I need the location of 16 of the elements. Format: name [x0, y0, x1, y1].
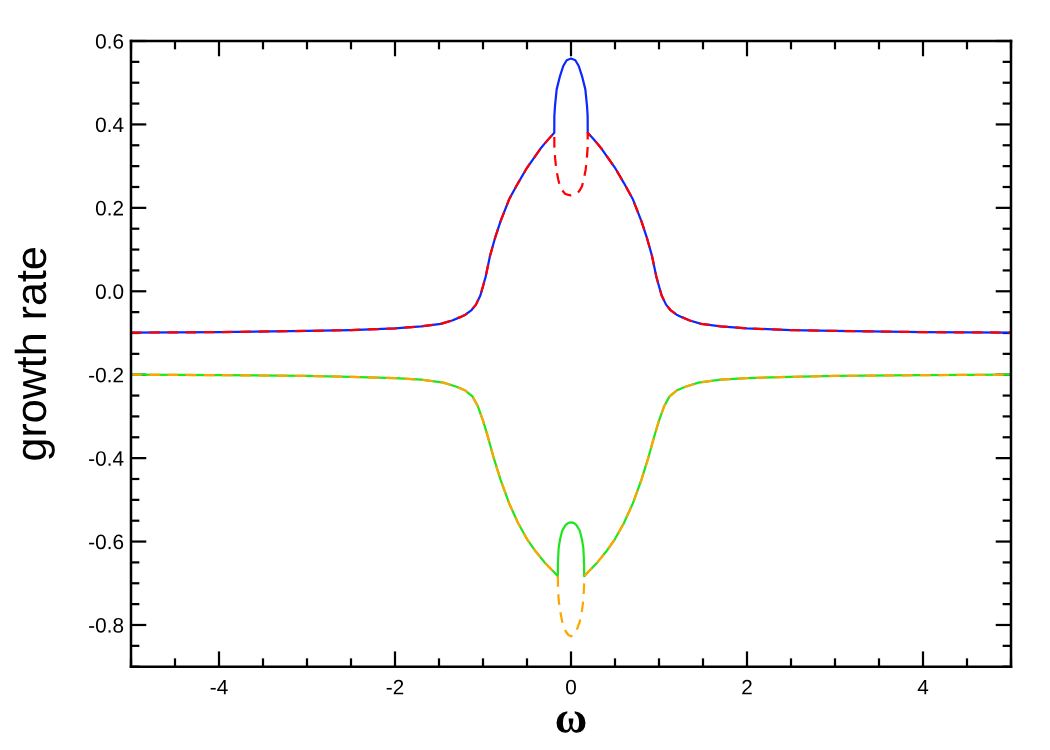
- x-tick-label: -2: [386, 679, 404, 695]
- x-tick-label: -4: [210, 679, 228, 695]
- x-tick-label: 4: [917, 679, 929, 695]
- y-tick-label: -0.8: [89, 617, 124, 633]
- y-axis-title: growth rate: [14, 248, 55, 460]
- y-tick-label: 0.4: [95, 117, 124, 133]
- line-series: [131, 131, 1011, 334]
- y-tick-label: 0.6: [95, 34, 124, 49]
- y-tick-label: -0.6: [89, 534, 124, 550]
- y-tick-label: -0.4: [89, 451, 124, 466]
- y-tick-label: -0.2: [89, 367, 124, 383]
- x-tick-label: 0: [566, 679, 576, 695]
- x-axis-title: ω: [556, 711, 586, 733]
- y-tick-label: 0.2: [95, 200, 124, 216]
- y-tick-label: 0.0: [95, 284, 124, 300]
- x-tick-label: 2: [742, 679, 752, 695]
